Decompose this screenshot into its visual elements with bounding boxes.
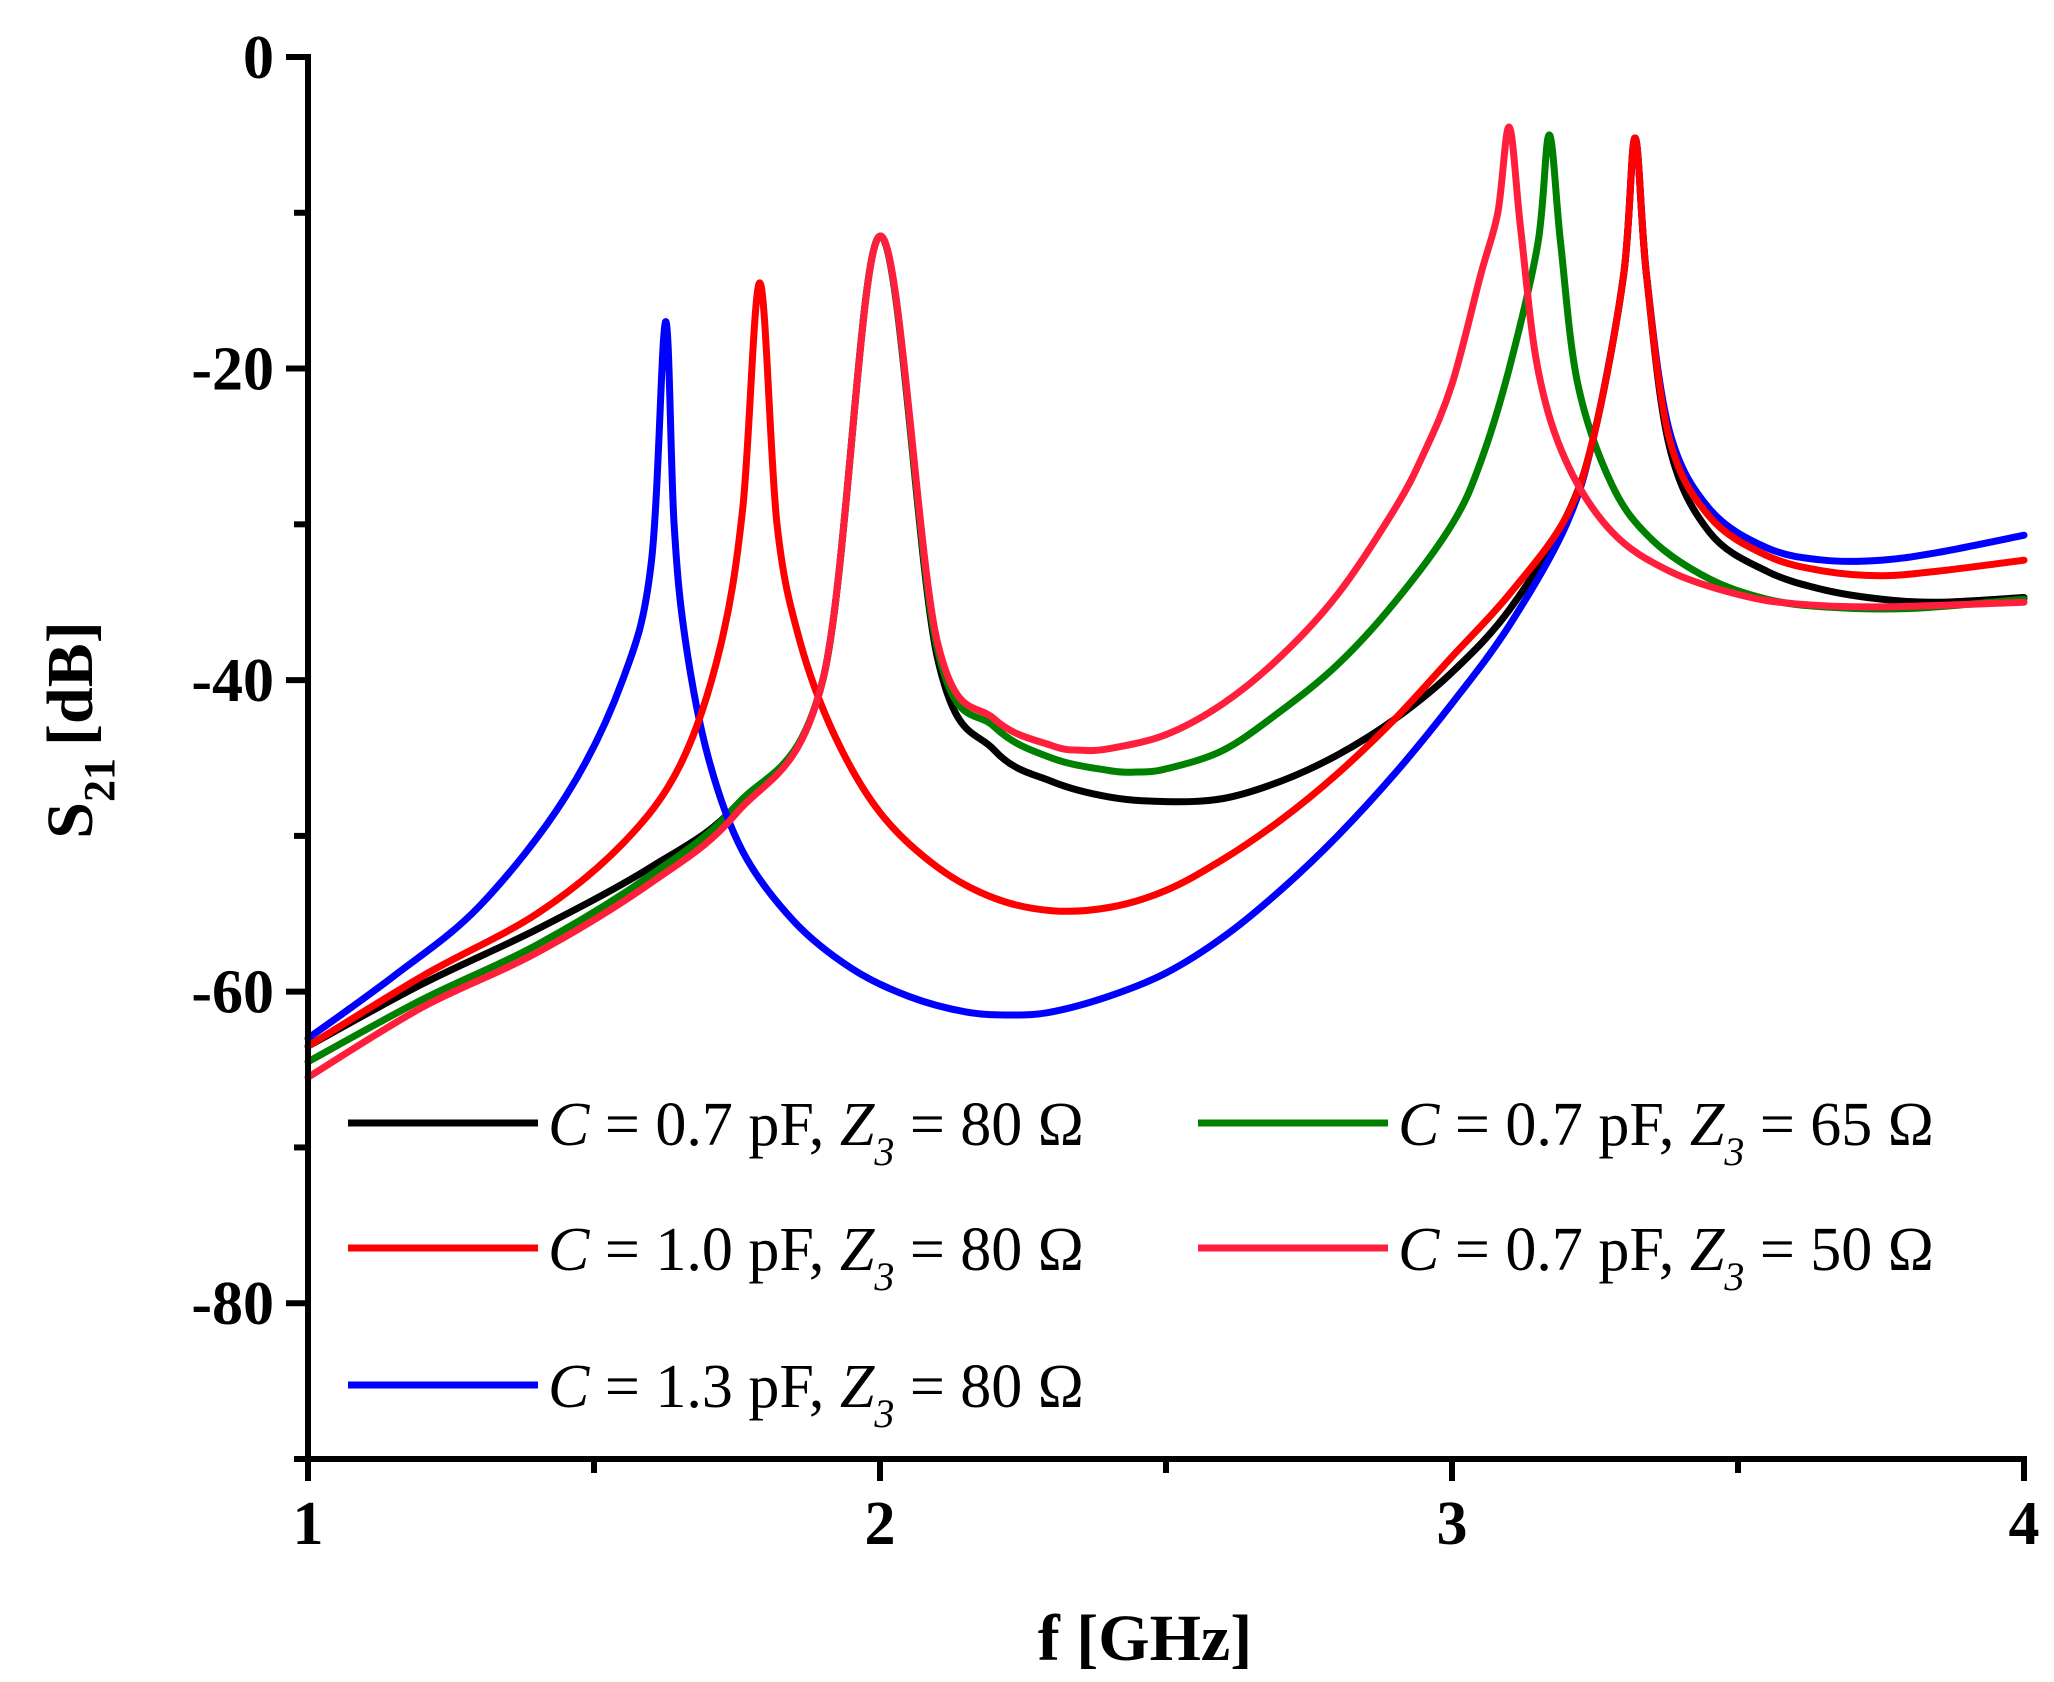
legend-label: C = 1.3 pF, Z3 = 80 Ω <box>548 1353 1084 1436</box>
y-tick-label: -60 <box>191 959 274 1027</box>
y-axis-title-unit: [dB] <box>34 621 107 746</box>
x-ticks: 1 2 3 4 <box>293 1459 2040 1558</box>
x-tick-label: 1 <box>293 1490 324 1558</box>
y-axis-title-sub: 21 <box>75 758 124 802</box>
x-tick-label: 3 <box>1437 1490 1468 1558</box>
legend-label: C = 0.7 pF, Z3 = 50 Ω <box>1398 1216 1934 1299</box>
series-line <box>304 134 2028 1050</box>
x-axis-title: f [GHz] <box>1038 1602 1252 1675</box>
y-ticks: 0 -20 -40 -60 -80 <box>191 24 308 1462</box>
series-line <box>304 134 2028 1050</box>
axes: 0 -20 -40 -60 -80 1 2 3 4 <box>191 24 2039 1558</box>
legend-label: C = 0.7 pF, Z3 = 80 Ω <box>548 1091 1084 1174</box>
y-tick-label: -80 <box>191 1270 274 1338</box>
y-axis-title: S21 [dB] <box>34 621 124 838</box>
legend-label: C = 0.7 pF, Z3 = 65 Ω <box>1398 1091 1934 1174</box>
plot-curves <box>304 123 2028 1081</box>
svg-text:S21[dB]: S21 [dB] <box>34 621 124 838</box>
x-tick-label: 2 <box>865 1490 896 1558</box>
legend-label: C = 1.0 pF, Z3 = 80 Ω <box>548 1216 1084 1299</box>
series-line <box>304 123 2028 1081</box>
y-axis-title-main: S <box>34 802 107 839</box>
y-tick-label: -20 <box>191 336 274 404</box>
legend: C = 0.7 pF, Z3 = 80 Ω C = 1.0 pF, Z3 = 80… <box>348 1091 1934 1436</box>
x-tick-label: 4 <box>2009 1490 2040 1558</box>
y-tick-label: -40 <box>191 647 274 715</box>
y-tick-label: 0 <box>243 24 274 92</box>
series-line <box>304 134 2028 1042</box>
